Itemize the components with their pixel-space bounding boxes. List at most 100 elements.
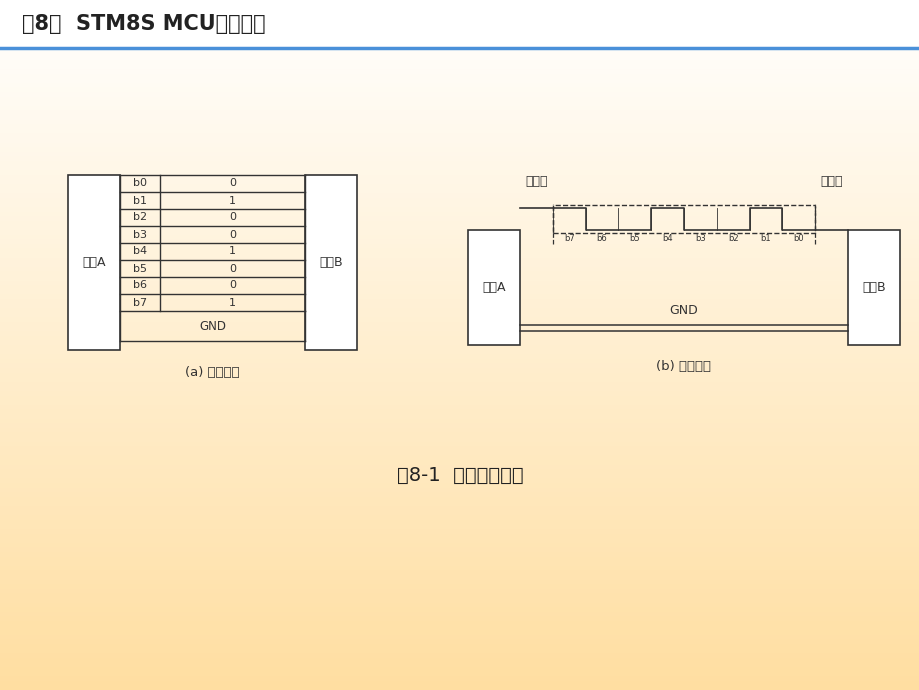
Text: b6: b6 [596, 234, 607, 243]
Bar [0, 312, 919, 317]
Text: b1: b1 [133, 195, 147, 206]
Bar [0, 303, 919, 308]
Text: b6: b6 [133, 281, 147, 290]
Bar [0, 417, 919, 423]
Bar [0, 395, 919, 400]
Bar [0, 137, 919, 143]
Text: (a) 并行通信: (a) 并行通信 [185, 366, 240, 379]
Bar [0, 491, 919, 497]
Bar [0, 206, 919, 212]
Bar [0, 676, 919, 681]
Bar [0, 624, 919, 630]
Bar [0, 210, 919, 216]
Bar [0, 270, 919, 276]
Bar [0, 141, 919, 147]
Bar [0, 358, 919, 364]
Bar [0, 284, 919, 290]
Bar [0, 105, 919, 110]
Bar [0, 422, 919, 428]
Bar [0, 252, 919, 257]
Bar [0, 307, 919, 313]
Bar [0, 607, 919, 612]
Bar [0, 657, 919, 662]
Text: 设备A: 设备A [482, 281, 505, 294]
Bar [0, 188, 919, 193]
Bar [0, 611, 919, 616]
Bar [0, 588, 919, 593]
Bar [0, 45, 919, 50]
Bar [0, 579, 919, 584]
Bar [0, 248, 919, 253]
Bar [0, 41, 919, 46]
Bar [0, 321, 919, 326]
Bar [0, 279, 919, 285]
Bar [0, 128, 919, 133]
Bar [0, 124, 919, 129]
Bar [0, 597, 919, 602]
Bar [68, 175, 119, 350]
Bar [0, 459, 919, 464]
Bar [0, 569, 919, 575]
Bar [0, 486, 919, 492]
Text: 1: 1 [229, 246, 236, 257]
Bar [0, 372, 919, 377]
Bar [0, 684, 919, 690]
Bar [0, 59, 919, 64]
Text: 0: 0 [229, 179, 236, 188]
Bar [0, 234, 919, 239]
Bar [0, 86, 919, 92]
Text: b7: b7 [132, 297, 147, 308]
Bar [0, 317, 919, 322]
Text: b0: b0 [792, 234, 803, 243]
Text: 停止位: 停止位 [525, 175, 547, 188]
Bar [0, 266, 919, 271]
Bar [0, 652, 919, 658]
Bar [0, 155, 919, 161]
Text: GND: GND [199, 319, 226, 333]
Bar [0, 96, 919, 101]
Text: b3: b3 [133, 230, 147, 239]
Bar [0, 408, 919, 414]
Text: b5: b5 [133, 264, 147, 273]
Bar [0, 100, 919, 106]
Bar [847, 230, 899, 345]
Text: b5: b5 [629, 234, 640, 243]
Text: b2: b2 [132, 213, 147, 222]
Bar [0, 638, 919, 644]
Bar [0, 524, 919, 529]
Bar [0, 326, 919, 331]
Bar [0, 615, 919, 621]
Bar [0, 215, 919, 221]
Bar [0, 289, 919, 295]
Bar [0, 362, 919, 368]
Bar [0, 298, 919, 304]
Bar [0, 353, 919, 359]
Bar [0, 275, 919, 281]
Bar [0, 193, 919, 198]
Bar [0, 528, 919, 533]
Bar [0, 574, 919, 580]
Bar [0, 413, 919, 419]
Bar [0, 500, 919, 506]
Bar [0, 72, 919, 78]
Bar [0, 514, 919, 520]
Text: b1: b1 [760, 234, 770, 243]
Bar [0, 602, 919, 607]
Bar [0, 293, 919, 299]
Bar [0, 376, 919, 382]
Bar [0, 169, 919, 175]
Bar [0, 31, 919, 37]
Bar [0, 174, 919, 179]
Bar [0, 13, 919, 19]
Text: 0: 0 [229, 213, 236, 222]
Bar [0, 339, 919, 345]
Bar [0, 114, 919, 119]
Bar [0, 671, 919, 676]
Text: 设备A: 设备A [82, 256, 106, 269]
Bar [0, 583, 919, 589]
Bar [0, 179, 919, 184]
Bar [0, 367, 919, 373]
Text: 0: 0 [229, 264, 236, 273]
Bar [0, 400, 919, 405]
Bar [0, 348, 919, 354]
